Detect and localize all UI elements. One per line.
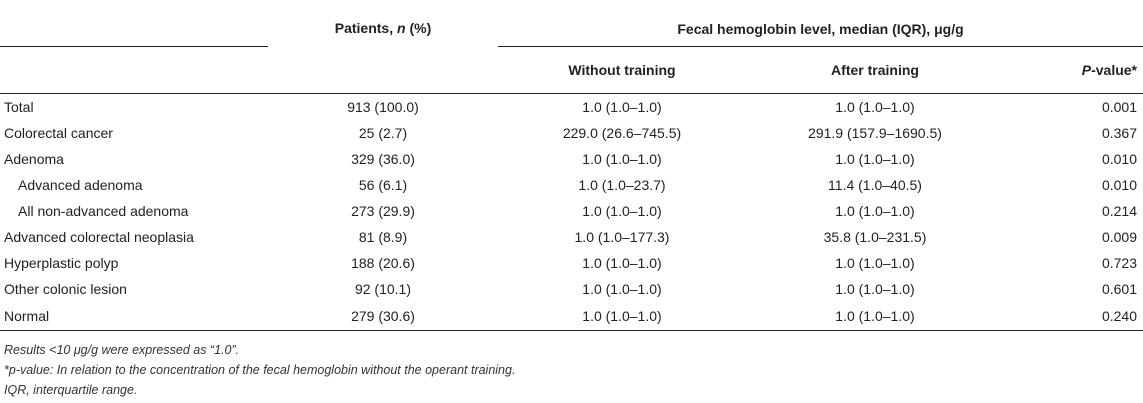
header-patients-suffix: (%) [405,20,432,36]
row-label: Normal [0,302,268,331]
row-without-training: 1.0 (1.0–1.0) [582,281,662,297]
header-fecal-hemoglobin-group: Fecal hemoglobin level, median (IQR), μg… [498,12,1143,47]
footnote-iqr: IQR, interquartile range. [4,383,138,397]
results-table: Patients, n (%) Fecal hemoglobin level, … [0,12,1143,331]
row-without-training: 229.0 (26.6–745.5) [562,125,682,141]
row-patients: 56 (6.1) [358,177,408,193]
row-without-training: 1.0 (1.0–1.0) [582,99,662,115]
row-patients: 273 (29.9) [351,203,415,219]
row-without-training: 1.0 (1.0–177.3) [574,229,670,245]
row-after-training: 11.4 (1.0–40.5) [828,177,922,193]
row-patients: 25 (2.7) [358,125,408,141]
row-patients: 279 (30.6) [268,302,498,331]
row-p-value: 0.001 [1101,99,1138,115]
table-row: Total 913 (100.0) 1.0 (1.0–1.0) 1.0 (1.0… [0,94,1143,121]
row-p-value: 0.723 [1101,255,1138,271]
row-p-value: 0.009 [1101,229,1138,245]
row-without-training: 1.0 (1.0–1.0) [582,203,662,219]
row-after-training: 1.0 (1.0–1.0) [835,255,915,271]
footnote-results: Results <10 μg/g were expressed as “1.0”… [4,343,240,357]
row-after-training: 35.8 (1.0–231.5) [823,229,927,245]
table-row: Hyperplastic polyp 188 (20.6) 1.0 (1.0–1… [0,250,1143,276]
row-patients: 329 (36.0) [351,151,415,167]
row-after-training: 1.0 (1.0–1.0) [746,302,1004,331]
row-patients: 913 (100.0) [347,99,419,115]
row-label: Advanced colorectal neoplasia [4,229,194,245]
header-empty-cell-2 [0,46,268,94]
header-after-training: After training [746,46,1004,94]
row-after-training: 1.0 (1.0–1.0) [835,281,915,297]
row-p-value: 0.601 [1101,281,1138,297]
row-label: Advanced adenoma [18,177,143,193]
row-patients: 188 (20.6) [351,255,415,271]
header-p-suffix: -value* [1091,62,1138,78]
header-patients-prefix: Patients, [334,20,397,36]
table-row: Adenoma 329 (36.0) 1.0 (1.0–1.0) 1.0 (1.… [0,146,1143,172]
row-after-training: 291.9 (157.9–1690.5) [808,125,942,141]
row-label: Colorectal cancer [4,125,113,141]
table-row: Normal 279 (30.6) 1.0 (1.0–1.0) 1.0 (1.0… [0,302,1143,331]
row-after-training: 1.0 (1.0–1.0) [835,203,915,219]
header-p-italic: P [1081,62,1092,78]
header-patients-n: n [397,20,406,36]
row-label: Hyperplastic polyp [4,255,119,271]
table-row: Colorectal cancer 25 (2.7) 229.0 (26.6–7… [0,120,1143,146]
row-p-value: 0.010 [1101,151,1138,167]
header-patients: Patients, n (%) [268,12,498,94]
row-label: All non-advanced adenoma [18,203,189,219]
row-patients: 81 (8.9) [358,229,408,245]
row-p-value: 0.240 [1004,302,1143,331]
table-row: Advanced adenoma 56 (6.1) 1.0 (1.0–23.7)… [0,172,1143,198]
header-row-1: Patients, n (%) Fecal hemoglobin level, … [0,12,1143,94]
table-row: Other colonic lesion 92 (10.1) 1.0 (1.0–… [0,276,1143,302]
row-after-training: 1.0 (1.0–1.0) [835,99,915,115]
header-empty-cell [0,12,268,47]
row-label: Other colonic lesion [4,281,127,297]
table-row: All non-advanced adenoma 273 (29.9) 1.0 … [0,198,1143,224]
row-without-training: 1.0 (1.0–1.0) [582,151,662,167]
row-without-training: 1.0 (1.0–1.0) [582,255,662,271]
header-row-2: Without training After training P-value* [0,46,1143,94]
row-without-training: 1.0 (1.0–23.7) [578,177,666,193]
table-footnotes: Results <10 μg/g were expressed as “1.0”… [4,340,515,400]
header-p-value: P-value* [1004,46,1143,94]
row-p-value: 0.367 [1101,125,1138,141]
row-p-value: 0.010 [1101,177,1138,193]
row-after-training: 1.0 (1.0–1.0) [835,151,915,167]
table-row: Advanced colorectal neoplasia 81 (8.9) 1… [0,224,1143,250]
row-without-training: 1.0 (1.0–1.0) [498,302,746,331]
row-label: Total [4,99,34,115]
header-without-training: Without training [498,46,746,94]
row-label: Adenoma [4,151,64,167]
row-patients: 92 (10.1) [354,281,412,297]
row-p-value: 0.214 [1101,203,1138,219]
footnote-p-value: *p-value: In relation to the concentrati… [4,363,516,377]
